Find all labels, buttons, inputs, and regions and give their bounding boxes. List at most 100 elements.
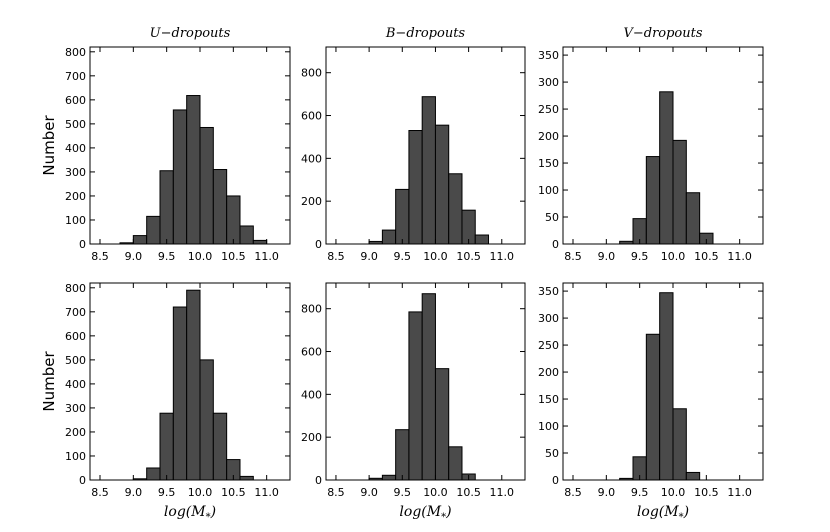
x-tick-label: 9.0 bbox=[598, 486, 616, 499]
y-tick-label: 350 bbox=[538, 49, 559, 62]
y-tick-label: 300 bbox=[65, 166, 86, 179]
y-tick-label: 400 bbox=[65, 142, 86, 155]
x-tick-label: 8.5 bbox=[91, 250, 109, 263]
y-tick-label: 200 bbox=[65, 426, 86, 439]
x-tick-label: 11.0 bbox=[490, 486, 515, 499]
x-tick-label: 10.5 bbox=[694, 486, 719, 499]
histogram-bar bbox=[408, 130, 423, 245]
y-tick-label: 0 bbox=[315, 474, 322, 487]
y-tick-label: 300 bbox=[538, 312, 559, 325]
histogram-bar bbox=[461, 209, 476, 245]
histogram-bar bbox=[239, 475, 254, 481]
y-tick-label: 500 bbox=[65, 354, 86, 367]
x-tick-label: 11.0 bbox=[727, 486, 752, 499]
histogram-bar bbox=[474, 234, 490, 245]
y-tick-label: 300 bbox=[65, 402, 86, 415]
x-tick-label: 10.0 bbox=[188, 486, 213, 499]
histogram-bar bbox=[146, 215, 161, 245]
y-tick-label: 800 bbox=[301, 67, 322, 80]
x-tick-label: 9.0 bbox=[360, 250, 378, 263]
y-tick-label: 50 bbox=[545, 211, 559, 224]
histogram-bar bbox=[645, 156, 661, 245]
y-tick-label: 600 bbox=[65, 330, 86, 343]
y-tick-label: 400 bbox=[301, 152, 322, 165]
x-tick-label: 9.5 bbox=[158, 486, 176, 499]
y-tick-label: 100 bbox=[65, 214, 86, 227]
x-tick-label: 8.5 bbox=[91, 486, 109, 499]
y-tick-label: 400 bbox=[65, 378, 86, 391]
x-tick-label: 9.5 bbox=[631, 250, 649, 263]
histogram-bar bbox=[212, 412, 228, 481]
x-tick-label: 10.5 bbox=[694, 250, 719, 263]
y-tick-label: 800 bbox=[301, 303, 322, 316]
y-tick-label: 150 bbox=[538, 393, 559, 406]
y-axis-label: Number bbox=[40, 115, 58, 176]
y-tick-label: 0 bbox=[315, 238, 322, 251]
x-axis-label: log(M*) bbox=[164, 504, 216, 523]
y-tick-label: 250 bbox=[538, 339, 559, 352]
axes-frame bbox=[325, 282, 526, 481]
axes-frame bbox=[89, 282, 291, 481]
histogram-bar bbox=[226, 195, 241, 245]
x-tick-label: 9.5 bbox=[631, 486, 649, 499]
histogram-bar bbox=[672, 139, 687, 245]
x-tick-label: 10.0 bbox=[188, 250, 213, 263]
x-tick-label: 10.5 bbox=[221, 486, 246, 499]
x-tick-label: 9.5 bbox=[394, 486, 412, 499]
histogram-bar bbox=[448, 446, 463, 481]
y-tick-label: 0 bbox=[79, 474, 86, 487]
x-tick-label: 8.5 bbox=[327, 486, 345, 499]
axes-frame bbox=[562, 46, 764, 245]
y-tick-label: 200 bbox=[538, 366, 559, 379]
y-tick-label: 300 bbox=[538, 76, 559, 89]
x-tick-label: 9.0 bbox=[598, 250, 616, 263]
histogram-bar bbox=[146, 467, 161, 481]
x-tick-label: 8.5 bbox=[327, 250, 345, 263]
histogram-bar bbox=[186, 95, 201, 245]
y-tick-label: 600 bbox=[301, 346, 322, 359]
x-tick-label: 10.5 bbox=[456, 486, 481, 499]
x-tick-label: 10.5 bbox=[456, 250, 481, 263]
y-tick-label: 600 bbox=[301, 110, 322, 123]
y-axis-label: Number bbox=[40, 351, 58, 412]
histogram-bar bbox=[659, 91, 674, 245]
histogram-bar bbox=[685, 192, 701, 245]
histogram-bar bbox=[395, 188, 410, 245]
y-tick-label: 100 bbox=[65, 450, 86, 463]
y-tick-label: 500 bbox=[65, 118, 86, 131]
x-tick-label: 10.0 bbox=[661, 250, 686, 263]
histogram-bar bbox=[395, 429, 410, 481]
y-tick-label: 250 bbox=[538, 103, 559, 116]
histogram-bar bbox=[659, 292, 674, 481]
histogram-bar bbox=[672, 408, 687, 481]
y-tick-label: 150 bbox=[538, 157, 559, 170]
x-tick-label: 11.0 bbox=[727, 250, 752, 263]
y-tick-label: 200 bbox=[65, 190, 86, 203]
x-tick-label: 9.5 bbox=[158, 250, 176, 263]
histogram-bar bbox=[199, 126, 214, 245]
axes-frame bbox=[89, 46, 291, 245]
histogram-bar bbox=[172, 109, 188, 245]
histogram-bar bbox=[212, 169, 228, 245]
histogram-bar bbox=[239, 225, 254, 245]
x-tick-label: 10.0 bbox=[661, 486, 686, 499]
x-tick-label: 10.0 bbox=[423, 486, 448, 499]
histogram-bar bbox=[421, 96, 436, 245]
panel-title: U−dropouts bbox=[150, 26, 231, 41]
histogram-bar bbox=[685, 471, 701, 481]
y-tick-label: 0 bbox=[552, 474, 559, 487]
y-tick-label: 400 bbox=[301, 388, 322, 401]
y-tick-label: 350 bbox=[538, 285, 559, 298]
histogram-bar bbox=[172, 306, 188, 481]
y-tick-label: 0 bbox=[79, 238, 86, 251]
x-tick-label: 9.0 bbox=[125, 250, 143, 263]
histogram-bar bbox=[199, 359, 214, 481]
y-tick-label: 200 bbox=[301, 195, 322, 208]
y-tick-label: 100 bbox=[538, 420, 559, 433]
y-tick-label: 800 bbox=[65, 46, 86, 59]
axes-frame bbox=[562, 282, 764, 481]
histogram-bar bbox=[408, 311, 423, 481]
histogram-bar bbox=[381, 474, 397, 481]
histogram-bar bbox=[645, 333, 661, 481]
